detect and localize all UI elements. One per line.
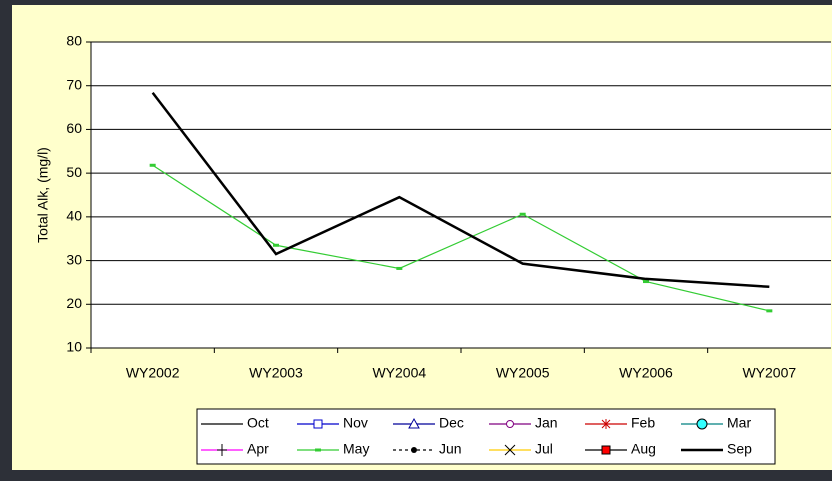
- data-point: [273, 243, 279, 247]
- legend-marker: [313, 419, 323, 429]
- legend-marker: [506, 420, 514, 428]
- x-tick-label: WY2004: [372, 365, 426, 381]
- data-point: [519, 212, 526, 216]
- x-tick-label: WY2002: [126, 365, 180, 381]
- legend-marker: [217, 444, 227, 456]
- legend-marker: [601, 419, 611, 429]
- y-tick-label: 30: [66, 251, 82, 267]
- series-line: [152, 164, 770, 312]
- legend-marker: [411, 447, 417, 453]
- legend-label: Nov: [343, 415, 368, 431]
- legend-label: Apr: [247, 441, 269, 457]
- y-tick-label: 50: [66, 164, 82, 180]
- y-tick-label: 40: [66, 208, 82, 224]
- data-point: [643, 280, 649, 284]
- x-tick-label: WY2007: [742, 365, 796, 381]
- series-line: [151, 91, 770, 289]
- legend-box: [196, 408, 776, 465]
- legend-label: May: [343, 441, 369, 457]
- y-axis-title: Total Alk, (mg/l): [35, 147, 51, 243]
- legend-marker: [504, 444, 516, 456]
- y-tick-label: 80: [66, 33, 82, 49]
- legend-label: Jul: [535, 441, 553, 457]
- y-tick-label: 60: [66, 120, 82, 136]
- y-tick-label: 70: [66, 76, 82, 92]
- legend-label: Aug: [631, 441, 656, 457]
- plot-area: [91, 42, 831, 348]
- legend-label: Jun: [439, 441, 462, 457]
- data-point: [149, 163, 156, 167]
- data-point: [766, 309, 773, 313]
- legend-label: Feb: [631, 415, 655, 431]
- data-point: [396, 266, 403, 270]
- legend-label: Jan: [535, 415, 558, 431]
- legend-label: Oct: [247, 415, 269, 431]
- legend-label: Dec: [439, 415, 464, 431]
- legend-label: Sep: [727, 441, 752, 457]
- y-tick-label: 20: [66, 295, 82, 311]
- y-tick-label: 10: [66, 339, 82, 355]
- legend-marker: [601, 445, 611, 455]
- legend-marker: [315, 448, 321, 452]
- x-tick-label: WY2003: [249, 365, 303, 381]
- x-tick-label: WY2005: [496, 365, 550, 381]
- x-tick-label: WY2006: [619, 365, 673, 381]
- legend-marker: [408, 417, 420, 429]
- legend-marker: [696, 418, 708, 430]
- legend-label: Mar: [727, 415, 751, 431]
